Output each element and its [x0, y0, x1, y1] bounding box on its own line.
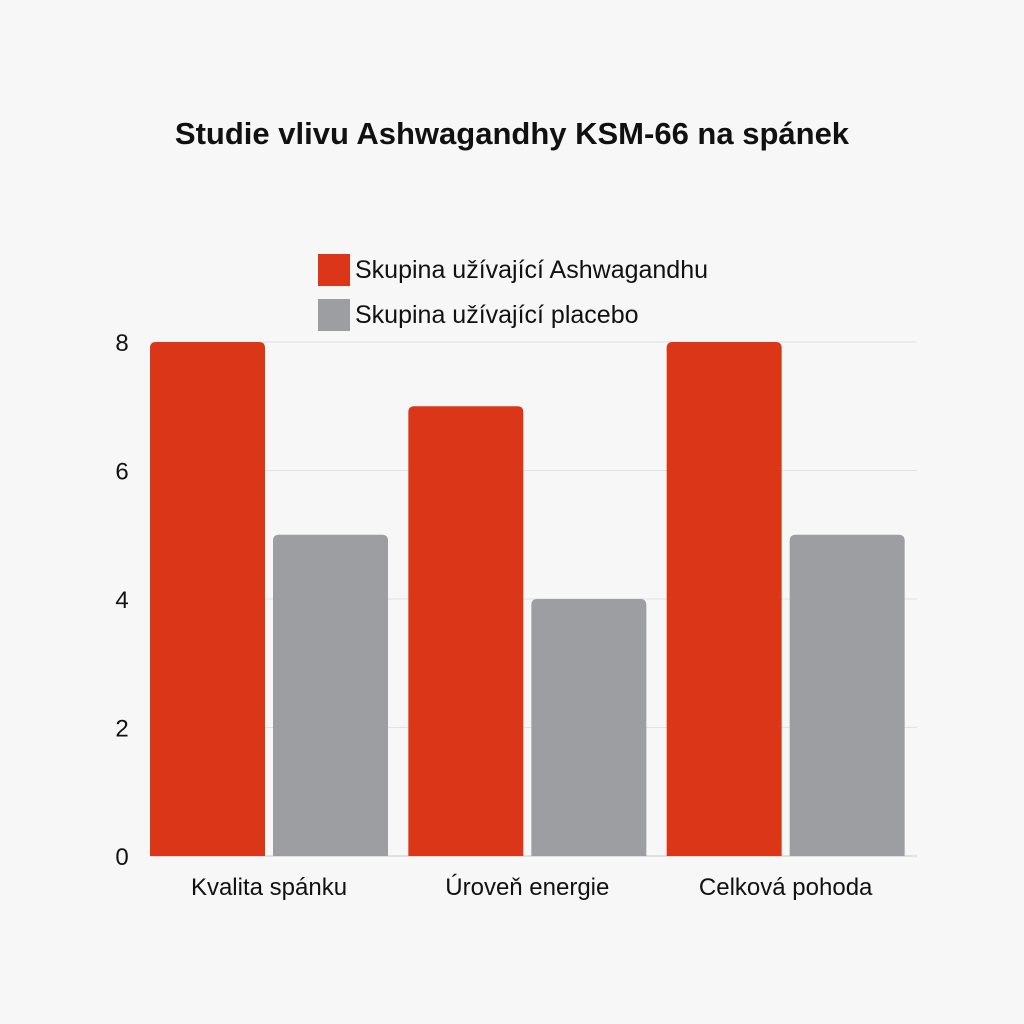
x-tick-label: Celková pohoda — [699, 874, 873, 901]
legend-swatch — [318, 254, 350, 286]
y-tick-label: 2 — [115, 716, 128, 743]
bar-placebo — [789, 534, 905, 856]
x-tick-label: Kvalita spánku — [191, 874, 347, 901]
legend-label: Skupina užívající Ashwagandhu — [355, 255, 709, 284]
bar-placebo — [273, 534, 388, 856]
legend-item-placebo: Skupina užívající placebo — [318, 299, 639, 331]
x-tick-label: Úroveň energie — [445, 874, 609, 901]
bar-ashwagandha — [150, 342, 265, 856]
bar-ashwagandha — [408, 406, 524, 856]
bar-ashwagandha — [666, 342, 782, 856]
legend-swatch — [318, 299, 350, 331]
y-tick-label: 0 — [115, 844, 128, 871]
y-tick-label: 8 — [115, 330, 128, 357]
legend-label: Skupina užívající placebo — [355, 300, 639, 329]
y-tick-label: 6 — [115, 459, 128, 486]
chart-title: Studie vlivu Ashwagandhy KSM-66 na spáne… — [174, 116, 850, 151]
bar-placebo — [531, 599, 647, 856]
y-tick-label: 4 — [115, 587, 128, 614]
legend-item-ashwagandha: Skupina užívající Ashwagandhu — [318, 254, 708, 286]
